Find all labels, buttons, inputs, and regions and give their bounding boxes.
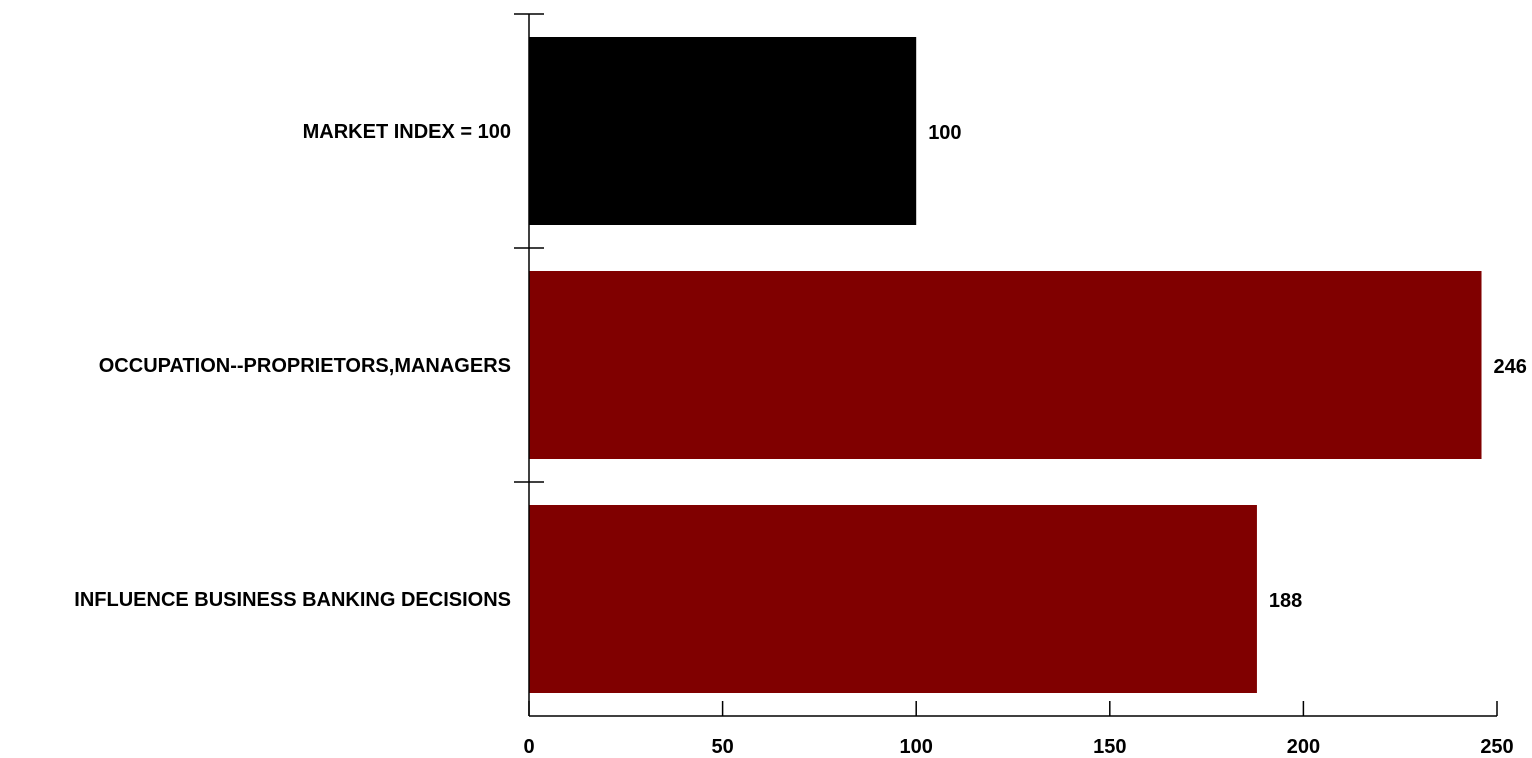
bar-3	[529, 505, 1257, 693]
value-label-3: 188	[1269, 590, 1302, 612]
x-tick-label-0: 0	[523, 736, 534, 758]
x-tick-label-50: 50	[711, 736, 733, 758]
x-tick-label-250: 250	[1480, 736, 1513, 758]
x-tick-label-150: 150	[1093, 736, 1126, 758]
x-tick-label-100: 100	[900, 736, 933, 758]
x-tick-label-200: 200	[1287, 736, 1320, 758]
category-label-1: MARKET INDEX = 100	[303, 121, 511, 143]
category-label-3: INFLUENCE BUSINESS BANKING DECISIONS	[74, 589, 511, 611]
bars-layer	[529, 37, 1482, 693]
axes-layer: 0 50 100 150 200 250	[514, 13, 1514, 758]
value-label-1: 100	[928, 122, 961, 144]
bar-2	[529, 271, 1482, 459]
value-label-2: 246	[1494, 356, 1527, 378]
bar-1	[529, 37, 917, 225]
labels-layer: MARKET INDEX = 100 100 OCCUPATION--PROPRIE…	[74, 121, 1527, 612]
category-label-2: OCCUPATION--PROPRIETORS,MANAGERS	[99, 355, 511, 377]
